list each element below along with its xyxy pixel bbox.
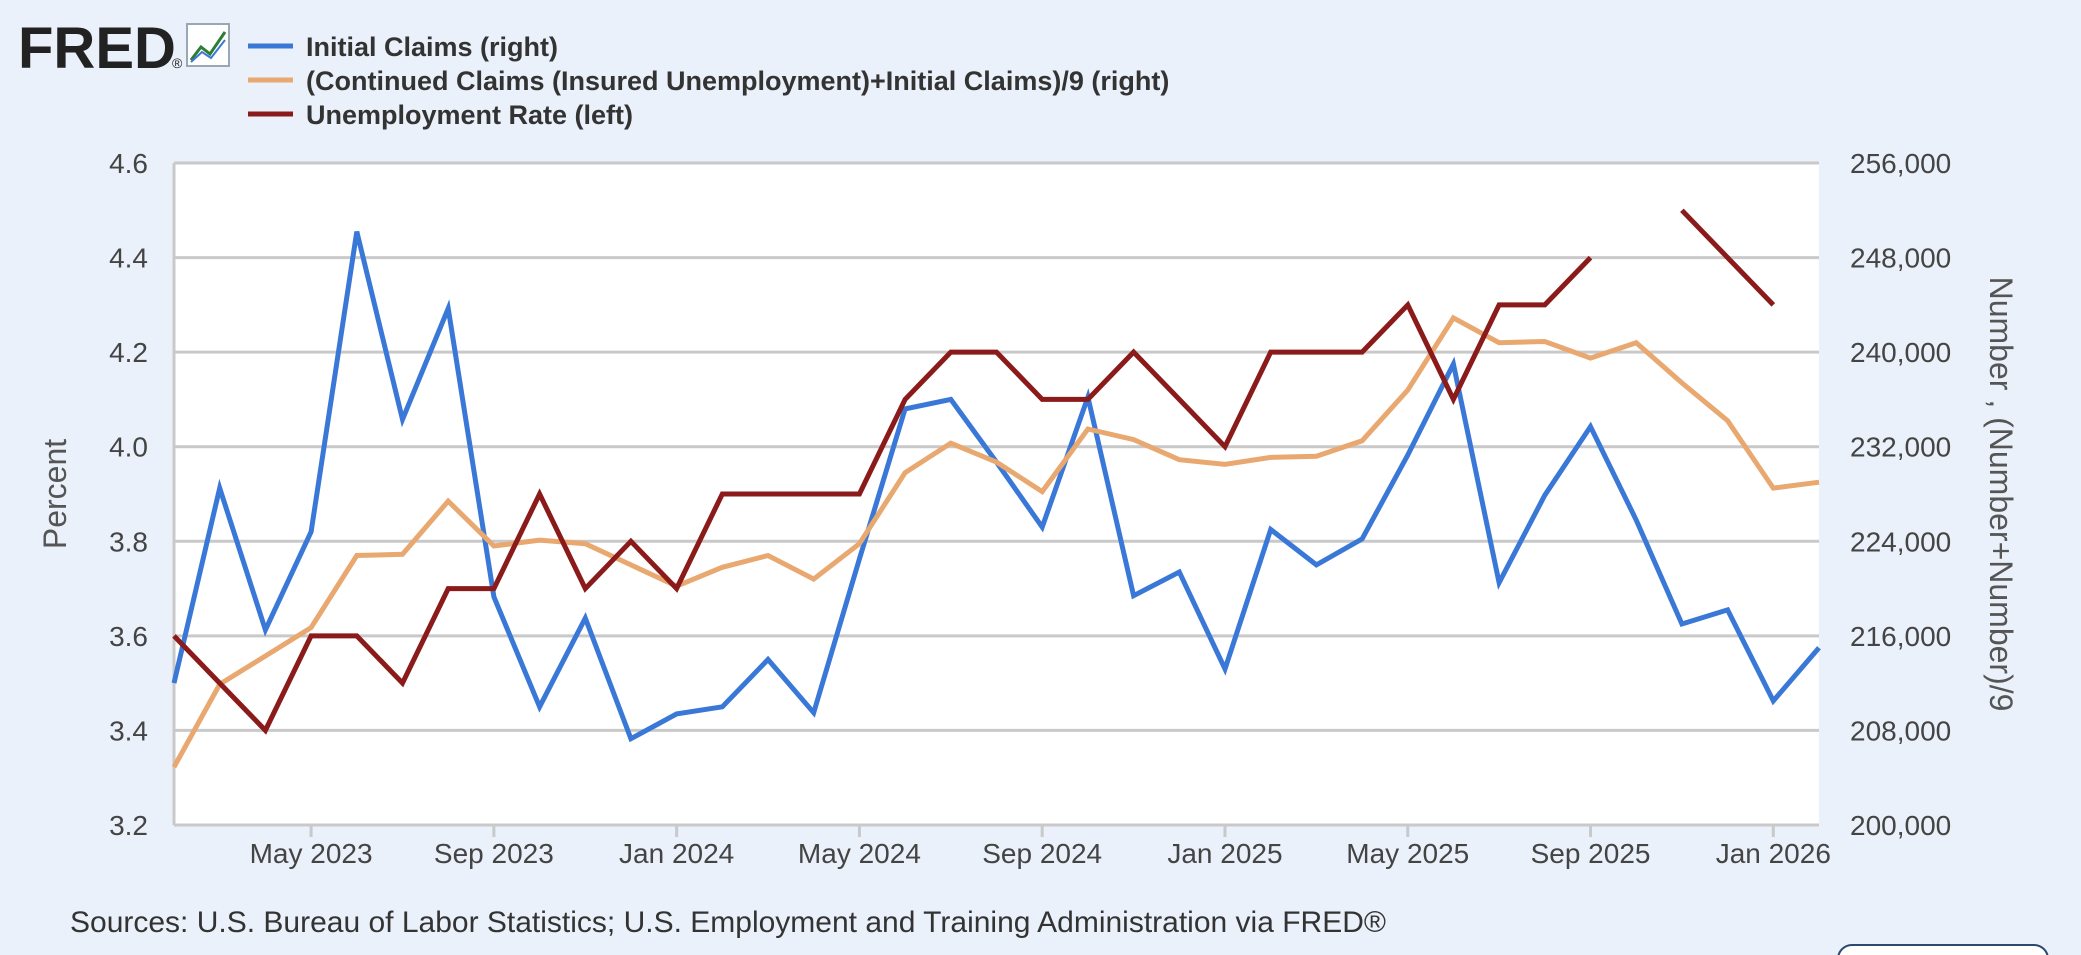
left-tick-label: 4.2 bbox=[109, 337, 148, 368]
right-tick-label: 240,000 bbox=[1850, 337, 1951, 368]
right-tick-label: 248,000 bbox=[1850, 243, 1951, 274]
x-tick-label: Sep 2023 bbox=[434, 838, 554, 869]
right-tick-label: 256,000 bbox=[1850, 148, 1951, 179]
right-axis-title: Number , (Number+Number)/9 bbox=[1983, 277, 2019, 712]
right-tick-label: 224,000 bbox=[1850, 526, 1951, 557]
right-tick-label: 208,000 bbox=[1850, 715, 1951, 746]
x-tick-label: Sep 2025 bbox=[1531, 838, 1651, 869]
x-tick-label: May 2024 bbox=[798, 838, 921, 869]
series-layer bbox=[171, 208, 1821, 769]
left-tick-label: 3.6 bbox=[109, 621, 148, 652]
legend-label[interactable]: (Continued Claims (Insured Unemployment)… bbox=[306, 66, 1169, 96]
x-axis: May 2023 Sep 2023 Jan 2024 May 2024 Sep 2024… bbox=[250, 825, 1831, 869]
series-2 bbox=[172, 208, 1776, 735]
x-tick-label: May 2023 bbox=[250, 838, 373, 869]
x-tick-label: May 2025 bbox=[1346, 838, 1469, 869]
legend-label[interactable]: Unemployment Rate (left) bbox=[306, 100, 633, 130]
right-tick-label: 216,000 bbox=[1850, 621, 1951, 652]
source-note: Sources: U.S. Bureau of Labor Statistics… bbox=[70, 906, 1386, 939]
right-tick-label: 200,000 bbox=[1850, 810, 1951, 841]
chart-logo-icon bbox=[186, 23, 230, 67]
x-tick-label: Jan 2026 bbox=[1716, 838, 1831, 869]
left-axis-title: Percent bbox=[37, 439, 73, 549]
left-tick-label: 3.4 bbox=[109, 715, 148, 746]
series-line[interactable] bbox=[1680, 208, 1776, 307]
fred-logo-mark: ® bbox=[172, 55, 183, 71]
left-axis: 3.2 3.4 3.6 3.8 4.0 4.2 4.4 4.6 bbox=[109, 148, 148, 841]
series-line[interactable] bbox=[171, 314, 1820, 769]
series-line[interactable] bbox=[172, 255, 1593, 735]
x-tick-label: Jan 2024 bbox=[619, 838, 734, 869]
fred-logo-text: FRED bbox=[18, 16, 176, 81]
x-tick-label: Jan 2025 bbox=[1167, 838, 1282, 869]
fred-logo[interactable]: FRED ® bbox=[18, 16, 230, 81]
corner-button[interactable] bbox=[1837, 944, 2049, 955]
legend: Initial Claims (right) (Continued Claims … bbox=[248, 32, 1169, 130]
right-axis: 200,000 208,000 216,000 224,000 232,000 240,0… bbox=[1850, 148, 1951, 841]
left-tick-label: 3.2 bbox=[109, 810, 148, 841]
legend-label[interactable]: Initial Claims (right) bbox=[306, 32, 558, 62]
right-tick-label: 232,000 bbox=[1850, 432, 1951, 463]
x-tick-label: Sep 2024 bbox=[982, 838, 1102, 869]
series-1 bbox=[171, 314, 1820, 769]
plot-area bbox=[174, 163, 1819, 825]
left-tick-label: 3.8 bbox=[109, 526, 148, 557]
left-tick-label: 4.0 bbox=[109, 432, 148, 463]
left-tick-label: 4.4 bbox=[109, 243, 148, 274]
left-tick-label: 4.6 bbox=[109, 148, 148, 179]
